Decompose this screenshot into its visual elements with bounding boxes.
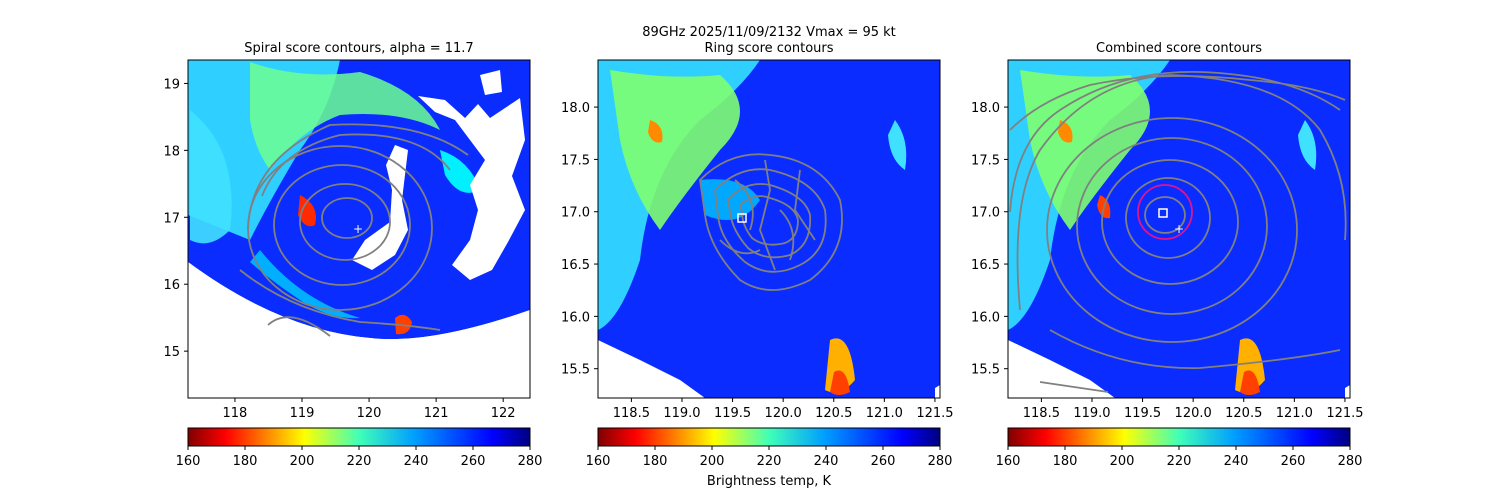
x-tick-label: 121.5 (1326, 406, 1363, 421)
y-tick-label: 16.5 (561, 258, 590, 273)
y-tick-label: 18.0 (971, 101, 1000, 116)
panel-spiral: Spiral score contours, alpha = 11.7 (163, 41, 542, 469)
y-tick-label: 17.5 (971, 153, 1000, 168)
colorbar-tick-label: 240 (404, 454, 429, 469)
center-marker-spiral: + (353, 222, 363, 236)
x-tick-label: 118.5 (613, 406, 650, 421)
x-tick-label: 121.0 (866, 406, 903, 421)
x-tick-label: 119.0 (663, 406, 700, 421)
colorbar-tick-label: 160 (176, 454, 201, 469)
y-tick-label: 16 (163, 278, 180, 293)
axes-combined: 118.5 119.0 119.5 120.0 120.5 121.0 121.5 15.5 1… (971, 101, 1364, 421)
panel-ring: Ring score contours 118.5 119.0 1 (561, 41, 954, 469)
colorbar-tick-label: 160 (586, 454, 611, 469)
panel-title-combined: Combined score contours (1096, 41, 1262, 56)
x-tick-label: 120.5 (815, 406, 852, 421)
y-tick-label: 17.0 (971, 206, 1000, 221)
colorbar-ring: 160 180 200 220 240 260 280 (586, 446, 953, 469)
x-tick-label: 120.0 (1175, 406, 1212, 421)
x-tick-label: 119.5 (1124, 406, 1161, 421)
colorbar-tick-label: 240 (814, 454, 839, 469)
colorbar-tick-label: 260 (871, 454, 896, 469)
center-marker-combined: + (1174, 222, 1184, 236)
axes-ring: 118.5 119.0 119.5 120.0 120.5 121.0 121.5 15.5 1… (561, 101, 954, 421)
x-tick-label: 120.5 (1225, 406, 1262, 421)
y-tick-label: 15.5 (971, 363, 1000, 378)
y-tick-label: 15.5 (561, 363, 590, 378)
colorbar-spiral: 160 180 200 220 240 260 280 (176, 446, 543, 469)
y-tick-label: 19 (163, 77, 180, 92)
colorbar-tick-label: 220 (347, 454, 372, 469)
colorbar-tick-label: 260 (461, 454, 486, 469)
colorbar-tick-label: 280 (518, 454, 543, 469)
square-marker-combined (1158, 208, 1168, 218)
x-tick-label: 119.5 (714, 406, 751, 421)
y-tick-label: 18 (163, 144, 180, 159)
panel-title-spiral: Spiral score contours, alpha = 11.7 (244, 41, 473, 56)
axes-spiral: 118 119 120 121 122 15 16 17 18 19 (163, 77, 515, 421)
heatmap-spiral: + (188, 60, 530, 398)
colorbar-tick-label: 200 (700, 454, 725, 469)
y-tick-label: 17 (163, 211, 180, 226)
x-tick-label: 119 (290, 406, 315, 421)
colorbar-tick-label: 180 (233, 454, 258, 469)
colorbar-tick-label: 240 (1224, 454, 1249, 469)
y-tick-label: 18.0 (561, 101, 590, 116)
heatmap-ring (598, 60, 940, 398)
x-tick-label: 121 (424, 406, 449, 421)
colorbar-tick-label: 180 (643, 454, 668, 469)
square-marker-ring (737, 213, 747, 223)
colorbar-label: Brightness temp, K (707, 474, 832, 489)
heatmap-combined: + (1008, 60, 1350, 398)
y-tick-label: 16.0 (971, 310, 1000, 325)
colorbar-tick-label: 280 (1338, 454, 1363, 469)
x-tick-label: 121.0 (1276, 406, 1313, 421)
figure-suptitle: 89GHz 2025/11/09/2132 Vmax = 95 kt (642, 25, 896, 40)
colorbar-tick-label: 200 (290, 454, 315, 469)
x-tick-label: 122 (491, 406, 516, 421)
x-tick-label: 120.0 (765, 406, 802, 421)
y-tick-label: 16.5 (971, 258, 1000, 273)
colorbar-tick-label: 160 (996, 454, 1021, 469)
colorbar-tick-label: 180 (1053, 454, 1078, 469)
x-tick-label: 121.5 (916, 406, 953, 421)
y-tick-label: 17.0 (561, 206, 590, 221)
colorbar-tick-label: 220 (757, 454, 782, 469)
panel-combined: Combined score contours (971, 41, 1364, 469)
colorbar-combined: 160 180 200 220 240 260 280 (996, 446, 1363, 469)
x-tick-label: 118 (223, 406, 248, 421)
colorbar-tick-label: 280 (928, 454, 953, 469)
center-circle-combined (1137, 184, 1193, 240)
y-tick-label: 15 (163, 345, 180, 360)
y-tick-label: 16.0 (561, 310, 590, 325)
colorbar-tick-label: 200 (1110, 454, 1135, 469)
colorbar-tick-label: 220 (1167, 454, 1192, 469)
colorbar-tick-label: 260 (1281, 454, 1306, 469)
x-tick-label: 118.5 (1023, 406, 1060, 421)
x-tick-label: 119.0 (1073, 406, 1110, 421)
y-tick-label: 17.5 (561, 153, 590, 168)
panel-title-ring: Ring score contours (704, 41, 833, 56)
x-tick-label: 120 (357, 406, 382, 421)
